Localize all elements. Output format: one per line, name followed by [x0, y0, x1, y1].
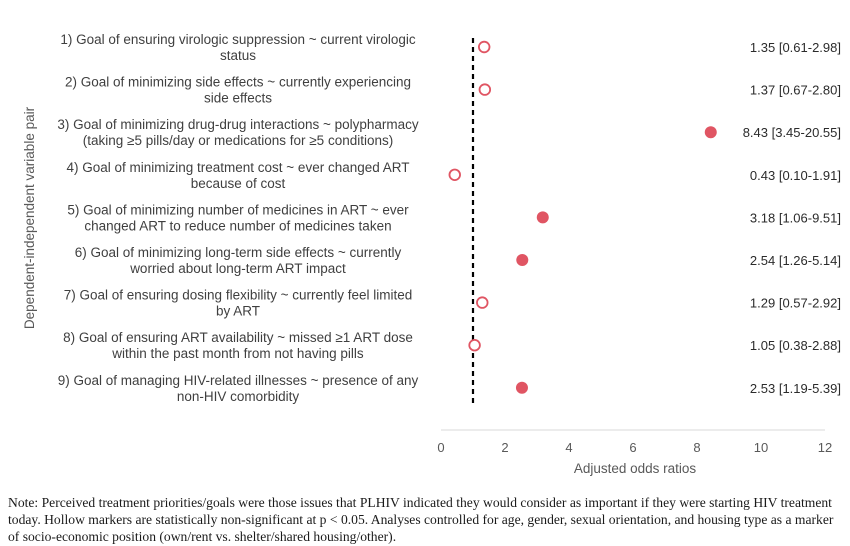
ci-labels: 1.35 [0.61-2.98] 1.37 [0.67-2.80] 8.43 [3.…: [743, 40, 841, 396]
ci-label: 1.37 [0.67-2.80]: [750, 83, 841, 98]
nonsignificant-marker: [468, 339, 481, 352]
category-label: 7) Goal of ensuring dosing flexibility ~…: [64, 288, 413, 319]
significant-marker: [704, 126, 717, 139]
significant-marker: [536, 211, 549, 224]
ci-label: 1.29 [0.57-2.92]: [750, 296, 841, 311]
category-labels: 1) Goal of ensuring virologic suppressio…: [57, 32, 419, 404]
category-label: 6) Goal of minimizing long-term side eff…: [75, 245, 402, 276]
x-tick-label: 4: [565, 440, 572, 455]
nonsignificant-marker: [478, 83, 492, 96]
category-label: 9) Goal of managing HIV-related illnesse…: [58, 373, 419, 404]
ci-label: 0.43 [0.10-1.91]: [750, 168, 841, 183]
x-tick-label: 2: [501, 440, 508, 455]
x-tick-label: 6: [629, 440, 636, 455]
ci-label: 8.43 [3.45-20.55]: [743, 125, 841, 140]
nonsignificant-marker: [448, 168, 461, 182]
x-tick-labels: 0 2 4 6 8 10 12: [437, 440, 832, 455]
x-axis-title: Adjusted odds ratios: [574, 461, 697, 476]
nonsignificant-marker: [478, 40, 491, 54]
x-tick-label: 12: [818, 440, 832, 455]
category-label: 1) Goal of ensuring virologic suppressio…: [60, 32, 416, 63]
ci-label: 1.05 [0.38-2.88]: [750, 338, 841, 353]
category-label: 5) Goal of minimizing number of medicine…: [67, 202, 409, 233]
x-tick-label: 10: [754, 440, 768, 455]
x-tick-label: 8: [693, 440, 700, 455]
category-label: 8) Goal of ensuring ART availability ~ m…: [63, 330, 413, 361]
forest-plot: Dependent-independent variable pair 1) G…: [22, 32, 841, 476]
ci-label: 2.53 [1.19-5.39]: [750, 381, 841, 396]
ci-label: 2.54 [1.26-5.14]: [750, 253, 841, 268]
category-label: 3) Goal of minimizing drug-drug interact…: [57, 117, 419, 148]
significant-marker: [515, 381, 528, 394]
x-tick-label: 0: [437, 440, 444, 455]
ci-label: 3.18 [1.06-9.51]: [750, 210, 841, 225]
y-axis-title: Dependent-independent variable pair: [22, 106, 37, 329]
category-label: 4) Goal of minimizing treatment cost ~ e…: [66, 160, 409, 191]
category-label: 2) Goal of minimizing side effects ~ cur…: [65, 75, 411, 106]
nonsignificant-marker: [476, 296, 489, 309]
footnote: Note: Perceived treatment priorities/goa…: [8, 495, 834, 544]
markers: [448, 40, 717, 394]
y-axis-title-group: Dependent-independent variable pair: [22, 106, 37, 329]
ci-label: 1.35 [0.61-2.98]: [750, 40, 841, 55]
significant-marker: [516, 254, 529, 266]
